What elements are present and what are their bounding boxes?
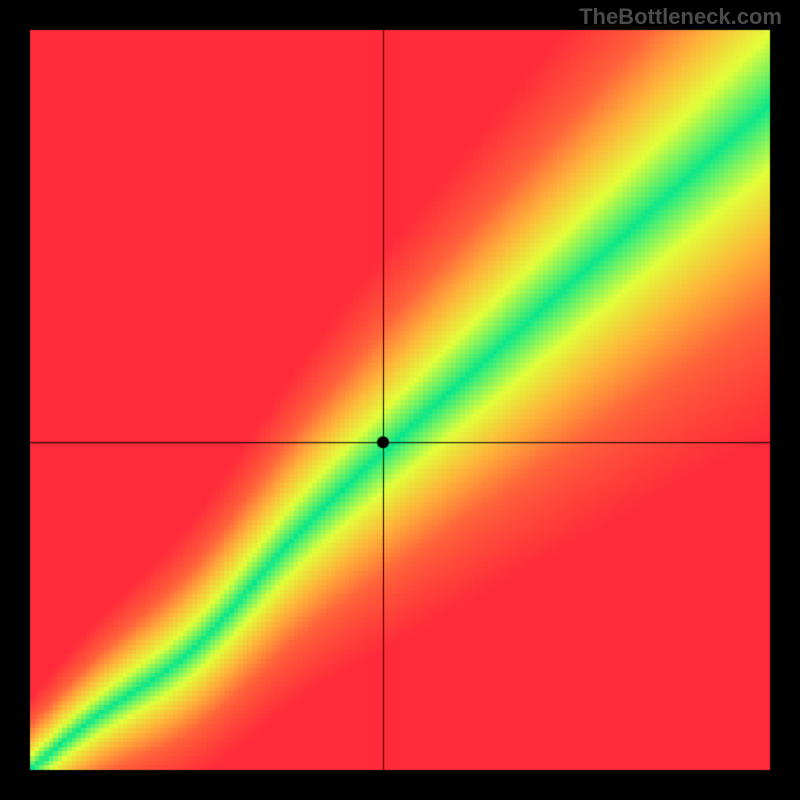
- heatmap-canvas: [0, 0, 800, 800]
- chart-container: { "canvas": { "width": 800, "height": 80…: [0, 0, 800, 800]
- watermark-text: TheBottleneck.com: [579, 4, 782, 30]
